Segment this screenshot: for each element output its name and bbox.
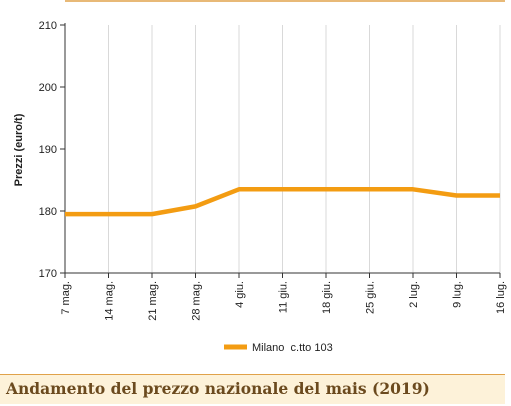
tick-labels: 170 180 190 200 210 7 mag. 14 mag. 21 mag. 28 ma… — [39, 20, 507, 321]
x-tick-label: 4 giu. — [234, 281, 246, 308]
y-tick-label: 180 — [39, 206, 57, 218]
x-tick-label: 11 giu. — [278, 281, 290, 313]
y-tick-label: 210 — [39, 20, 57, 32]
y-tick-label: 200 — [39, 82, 57, 94]
y-tick-label: 190 — [39, 144, 57, 156]
y-tick-label: 170 — [39, 268, 57, 280]
series-layer — [64, 187, 501, 217]
x-tick-label: 18 giu. — [321, 281, 333, 314]
grid-lines — [108, 25, 501, 273]
x-tick-label: 21 mag. — [147, 281, 159, 321]
x-tick-label: 9 lug. — [452, 281, 464, 308]
y-axis-title: Prezzi (euro/t) — [13, 113, 25, 186]
x-tick-label: 25 giu. — [365, 281, 377, 314]
legend: Milano c.tto 103 — [224, 342, 333, 354]
axes — [60, 23, 501, 278]
x-tick-label: 2 lug. — [408, 281, 420, 308]
x-tick-label: 28 mag. — [191, 281, 203, 321]
x-tick-label: 16 lug. — [495, 281, 507, 314]
x-tick-label: 14 mag. — [104, 281, 116, 321]
legend-label: Milano c.tto 103 — [252, 342, 333, 354]
x-tick-label: 7 mag. — [60, 281, 72, 315]
chart-caption: Andamento del prezzo nazionale del mais … — [0, 374, 505, 404]
